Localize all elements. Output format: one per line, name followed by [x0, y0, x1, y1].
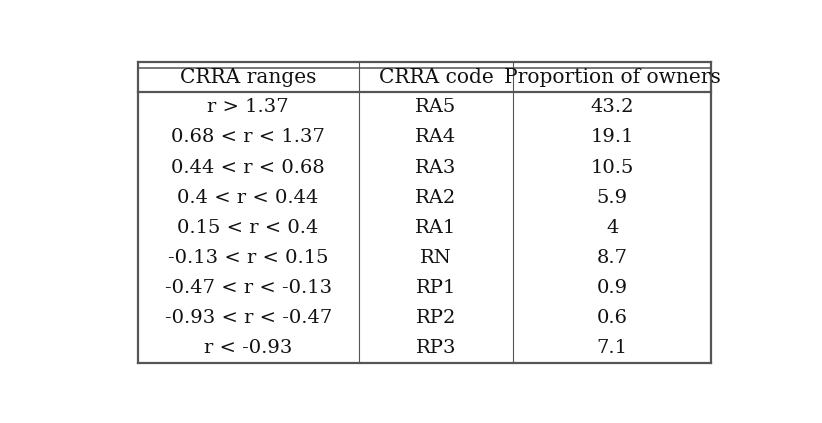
Text: RP3: RP3	[416, 339, 456, 357]
Text: -0.93 < r < -0.47: -0.93 < r < -0.47	[164, 309, 332, 327]
Text: RA5: RA5	[415, 99, 456, 116]
Text: 0.15 < r < 0.4: 0.15 < r < 0.4	[178, 219, 319, 237]
Text: Proportion of owners: Proportion of owners	[504, 68, 721, 87]
Text: RA2: RA2	[415, 189, 456, 207]
Text: 10.5: 10.5	[590, 159, 634, 177]
Text: CRRA code: CRRA code	[379, 68, 493, 87]
Text: 43.2: 43.2	[590, 99, 634, 116]
Text: 5.9: 5.9	[597, 189, 628, 207]
Text: 8.7: 8.7	[597, 249, 628, 267]
Text: RA4: RA4	[415, 129, 456, 146]
Text: RA1: RA1	[415, 219, 456, 237]
Text: 0.68 < r < 1.37: 0.68 < r < 1.37	[171, 129, 325, 146]
Text: 4: 4	[606, 219, 618, 237]
Text: 19.1: 19.1	[590, 129, 634, 146]
Text: r < -0.93: r < -0.93	[204, 339, 293, 357]
Text: RA3: RA3	[415, 159, 456, 177]
Text: 0.44 < r < 0.68: 0.44 < r < 0.68	[171, 159, 325, 177]
Text: 0.6: 0.6	[597, 309, 628, 327]
Text: -0.13 < r < 0.15: -0.13 < r < 0.15	[168, 249, 329, 267]
Text: RP2: RP2	[416, 309, 456, 327]
Text: CRRA ranges: CRRA ranges	[180, 68, 316, 87]
Text: 0.4 < r < 0.44: 0.4 < r < 0.44	[178, 189, 319, 207]
Text: 0.9: 0.9	[597, 279, 628, 297]
Text: r > 1.37: r > 1.37	[207, 99, 289, 116]
Text: 7.1: 7.1	[597, 339, 628, 357]
Text: RN: RN	[420, 249, 452, 267]
Text: RP1: RP1	[416, 279, 456, 297]
Text: -0.47 < r < -0.13: -0.47 < r < -0.13	[164, 279, 332, 297]
